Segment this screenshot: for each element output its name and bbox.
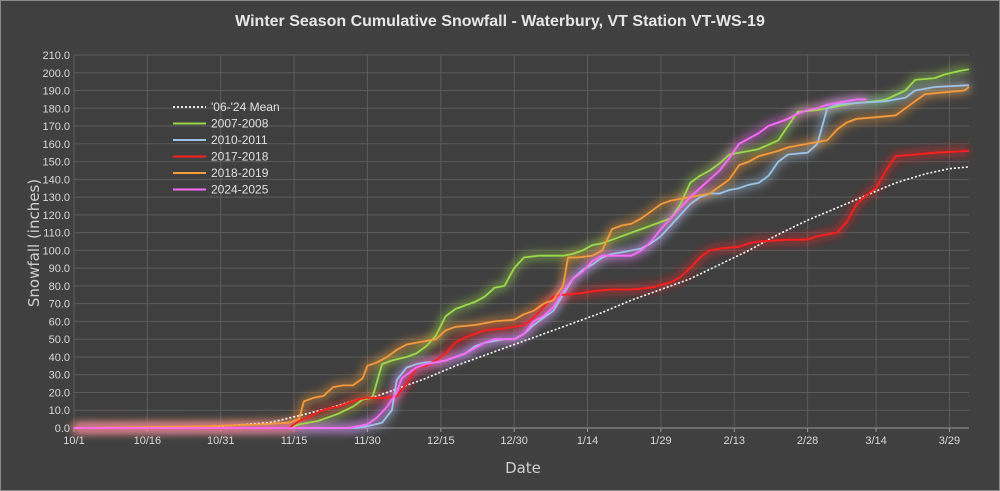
- y-tick-label: 20.0: [49, 387, 70, 399]
- series-line-4: [73, 86, 970, 429]
- y-tick-label: 130.0: [42, 192, 70, 204]
- legend-label: 2017-2018: [211, 150, 269, 164]
- y-tick-label: 160.0: [42, 139, 70, 151]
- y-tick-label: 30.0: [49, 370, 70, 382]
- series-line-5: [74, 98, 867, 429]
- x-tick-label: 11/15: [281, 435, 308, 447]
- x-axis-title: Date: [505, 459, 541, 477]
- series-line-3: [74, 150, 970, 429]
- plot-area: [74, 55, 969, 428]
- y-tick-label: 100.0: [42, 245, 70, 257]
- series-lines: [73, 68, 970, 429]
- x-tick-label: 3/14: [865, 435, 886, 447]
- y-tick-label: 0.0: [55, 423, 70, 435]
- chart-title: Winter Season Cumulative Snowfall - Wate…: [235, 13, 765, 30]
- x-tick-label: 1/14: [577, 435, 598, 447]
- x-tick-label: 12/15: [427, 435, 455, 447]
- legend-label: 2024-2025: [211, 183, 269, 197]
- x-tick-label: 2/28: [797, 435, 818, 447]
- y-tick-label: 110.0: [43, 228, 70, 240]
- x-tick-label: 1/29: [650, 435, 671, 447]
- y-tick-label: 190.0: [42, 86, 70, 98]
- y-tick-label: 170.0: [42, 121, 70, 133]
- x-tick-label: 11/30: [354, 435, 381, 447]
- y-tick-label: 10.0: [49, 405, 70, 417]
- legend-label: 2010-2011: [211, 133, 268, 147]
- gridlines: [73, 54, 969, 432]
- y-tick-label: 40.0: [49, 352, 70, 364]
- legend-label: 2018-2019: [211, 166, 269, 180]
- x-axis-ticks: 10/1 10/16 10/31 11/15 11/30 12/15 12/30 1/14 1/…: [63, 435, 960, 447]
- y-tick-label: 180.0: [42, 103, 70, 115]
- x-tick-label: 10/31: [207, 435, 235, 447]
- y-tick-label: 140.0: [42, 174, 70, 186]
- y-tick-label: 210.0: [42, 50, 70, 62]
- y-tick-label: 60.0: [49, 316, 70, 328]
- y-tick-label: 120.0: [42, 210, 70, 222]
- y-axis-ticks: 0.0 10.0 20.0 30.0 40.0 50.0 60.0 70.0 80.0 90.0 1…: [42, 50, 70, 435]
- y-axis-title: Snowfall (inches): [25, 179, 43, 307]
- y-tick-label: 150.0: [42, 157, 70, 169]
- x-tick-label: 2/13: [724, 435, 745, 447]
- x-tick-label: 12/30: [500, 435, 528, 447]
- x-tick-label: 10/1: [63, 435, 84, 447]
- legend-label: '06-'24 Mean: [211, 100, 280, 114]
- y-tick-label: 50.0: [49, 334, 70, 346]
- y-tick-label: 70.0: [49, 299, 70, 311]
- legend: '06-'24 Mean 2007-2008 2010-2011 2017-2018 2…: [173, 100, 280, 197]
- y-tick-label: 200.0: [42, 68, 70, 80]
- legend-label: 2007-2008: [211, 117, 269, 131]
- x-tick-label: 10/16: [134, 435, 162, 447]
- y-tick-label: 90.0: [49, 263, 70, 275]
- x-tick-label: 3/29: [939, 435, 960, 447]
- y-tick-label: 80.0: [49, 281, 70, 293]
